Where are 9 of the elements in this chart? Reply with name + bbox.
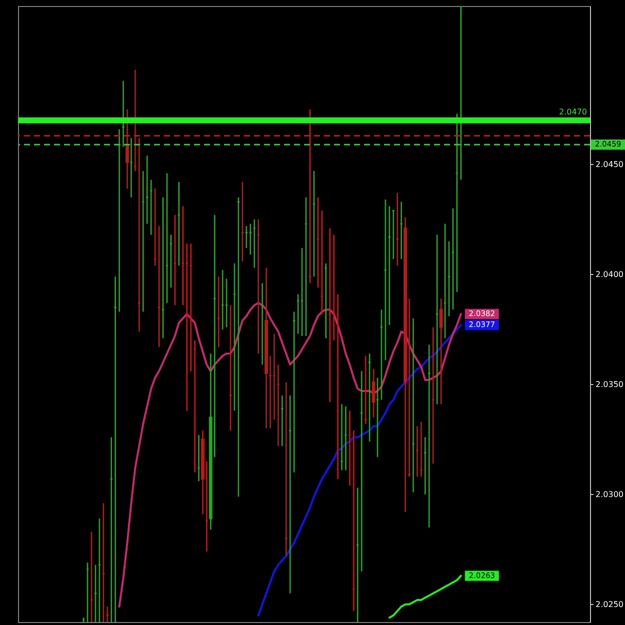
y-tick-label: 2.0350 (596, 380, 624, 389)
y-tick-label: 2.0300 (596, 490, 624, 499)
line-series (388, 574, 462, 619)
ref-line-label: 2.0470 (559, 107, 587, 116)
y-tick-label: 2.0400 (596, 270, 624, 279)
y-tick-label: 2.0450 (596, 160, 624, 169)
line-series (257, 324, 462, 616)
line-series (118, 302, 462, 608)
y-tick-label: 2.0250 (596, 600, 624, 609)
